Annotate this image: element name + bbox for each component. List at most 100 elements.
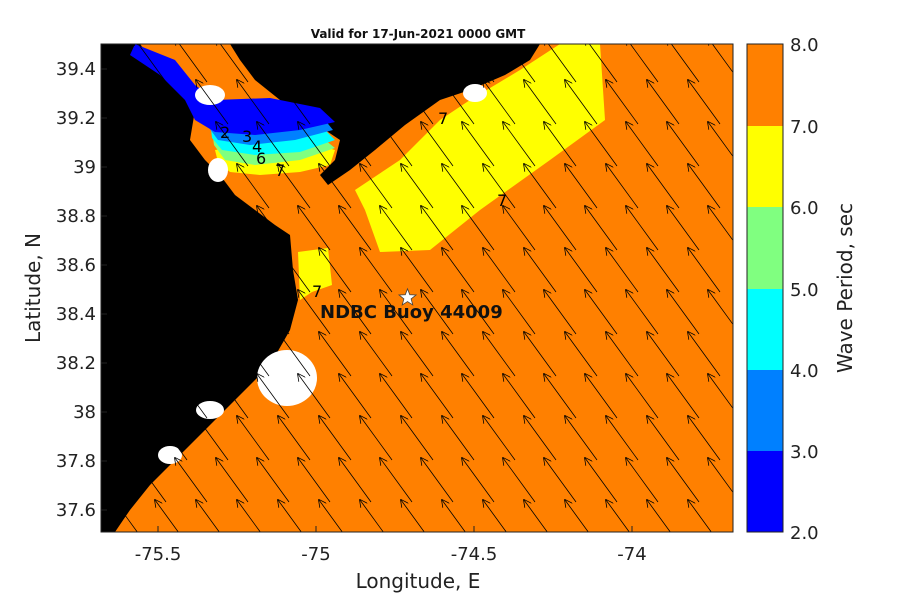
- colorbar-segment-6-7: [747, 126, 783, 207]
- wave-direction-arrow: [155, 332, 188, 377]
- wave-direction-arrow: [462, 290, 495, 335]
- wave-direction-arrow: [421, 374, 454, 419]
- wave-direction-arrow: [278, 416, 311, 461]
- wave-direction-arrow: [237, 500, 261, 532]
- wave-direction-arrow: [257, 290, 290, 335]
- buoy-star-marker[interactable]: [397, 287, 418, 306]
- wave-direction-arrow: [155, 500, 179, 532]
- wave-direction-arrow: [708, 206, 733, 242]
- colorbar-segment-2-3: [747, 451, 783, 532]
- wave-direction-arrows: [114, 44, 733, 532]
- wave-direction-arrow: [585, 122, 618, 167]
- colorbar-segment-7-8: [747, 44, 783, 126]
- wave-direction-arrow: [421, 290, 454, 335]
- wave-direction-arrow: [483, 80, 516, 125]
- colorbar-tick-label: 3.0: [790, 442, 819, 463]
- y-tick-label: 38: [73, 402, 96, 423]
- wave-direction-arrow: [216, 374, 249, 419]
- wave-direction-arrow: [114, 80, 147, 125]
- wave-direction-arrow: [319, 164, 352, 209]
- wave-direction-arrow: [134, 122, 167, 167]
- wave-direction-arrow: [524, 416, 557, 461]
- missing-data-patch: [196, 401, 224, 419]
- contour-label: 7: [312, 282, 322, 301]
- wave-direction-arrow: [196, 416, 229, 461]
- wave-direction-arrow: [688, 500, 712, 532]
- wave-direction-arrow: [585, 458, 618, 503]
- wave-direction-arrow: [544, 122, 577, 167]
- wave-direction-arrow: [503, 290, 536, 335]
- wave-direction-arrow: [483, 332, 516, 377]
- wave-direction-arrow: [360, 416, 393, 461]
- y-tick-label: 37.8: [56, 451, 96, 472]
- bay-period-2-3: [130, 44, 335, 135]
- wave-direction-arrow: [647, 416, 680, 461]
- wave-direction-arrow: [606, 164, 639, 209]
- wave-direction-arrow: [401, 332, 434, 377]
- wave-direction-arrow: [462, 458, 495, 503]
- wave-direction-arrow: [380, 122, 413, 167]
- y-tick-label: 38.2: [56, 353, 96, 374]
- x-axis-label: Longitude, E: [356, 569, 481, 593]
- wave-direction-arrow: [503, 458, 536, 503]
- x-tick-label: -75.5: [135, 544, 182, 565]
- wave-direction-arrow: [626, 290, 659, 335]
- wave-direction-arrow: [524, 500, 548, 532]
- wave-direction-arrow: [134, 44, 167, 83]
- colorbar-tick-label: 6.0: [790, 198, 819, 219]
- wave-direction-arrow: [155, 416, 188, 461]
- wave-direction-arrow: [360, 248, 393, 293]
- wave-direction-arrow: [421, 122, 454, 167]
- plot-frame: [100, 43, 734, 533]
- wave-direction-arrow: [565, 164, 598, 209]
- wave-direction-arrow: [667, 458, 700, 503]
- contour-label: 6: [256, 149, 266, 168]
- wave-direction-arrow: [667, 206, 700, 251]
- wave-direction-arrow: [319, 500, 343, 532]
- wave-direction-arrow: [585, 44, 618, 83]
- wave-direction-arrow: [175, 122, 208, 167]
- wave-direction-arrow: [196, 164, 229, 209]
- wave-direction-arrow: [114, 500, 138, 532]
- wave-direction-arrow: [114, 164, 147, 209]
- buoy-station-label: NDBC Buoy 44009: [320, 302, 503, 323]
- wave-direction-arrow: [626, 374, 659, 419]
- wave-direction-arrow: [688, 164, 721, 209]
- wave-direction-arrow: [585, 206, 618, 251]
- wave-direction-arrow: [401, 248, 434, 293]
- wave-direction-arrow: [380, 290, 413, 335]
- colorbar-label: Wave Period, sec: [833, 203, 857, 373]
- wave-direction-arrow: [360, 164, 393, 209]
- wave-direction-arrow: [606, 248, 639, 293]
- wave-direction-arrow: [401, 164, 434, 209]
- wave-direction-arrow: [503, 44, 536, 83]
- contour-label: 7: [497, 191, 507, 210]
- wave-direction-arrow: [421, 206, 454, 251]
- wave-direction-arrow: [114, 416, 147, 461]
- wave-direction-arrow: [216, 290, 249, 335]
- wave-direction-arrow: [585, 290, 618, 335]
- wave-direction-arrow: [339, 44, 372, 83]
- wave-direction-arrow: [401, 500, 425, 532]
- wave-direction-arrow: [524, 80, 557, 125]
- wave-direction-arrow: [380, 374, 413, 419]
- wave-direction-arrow: [667, 290, 700, 335]
- wave-direction-arrow: [196, 332, 229, 377]
- wave-direction-arrow: [544, 44, 577, 83]
- wave-direction-arrow: [175, 458, 208, 503]
- wave-direction-arrow: [503, 206, 536, 251]
- wave-direction-arrow: [462, 44, 495, 83]
- wave-direction-arrow: [278, 80, 311, 125]
- wave-direction-arrow: [708, 122, 733, 158]
- wave-direction-arrow: [442, 248, 475, 293]
- colorbar-tick-label: 5.0: [790, 280, 819, 301]
- wave-direction-arrow: [606, 80, 639, 125]
- wave-direction-arrow: [339, 206, 372, 251]
- wave-direction-arrow: [647, 248, 680, 293]
- wave-direction-arrow: [524, 164, 557, 209]
- wave-direction-arrow: [216, 458, 249, 503]
- y-tick-label: 38.6: [56, 255, 96, 276]
- y-axis: 39.4 39.2 39 38.8 38.6 38.4 38.2 38 37.8…: [56, 59, 107, 521]
- wave-direction-arrow: [175, 374, 208, 419]
- contour-label: 2: [220, 123, 230, 142]
